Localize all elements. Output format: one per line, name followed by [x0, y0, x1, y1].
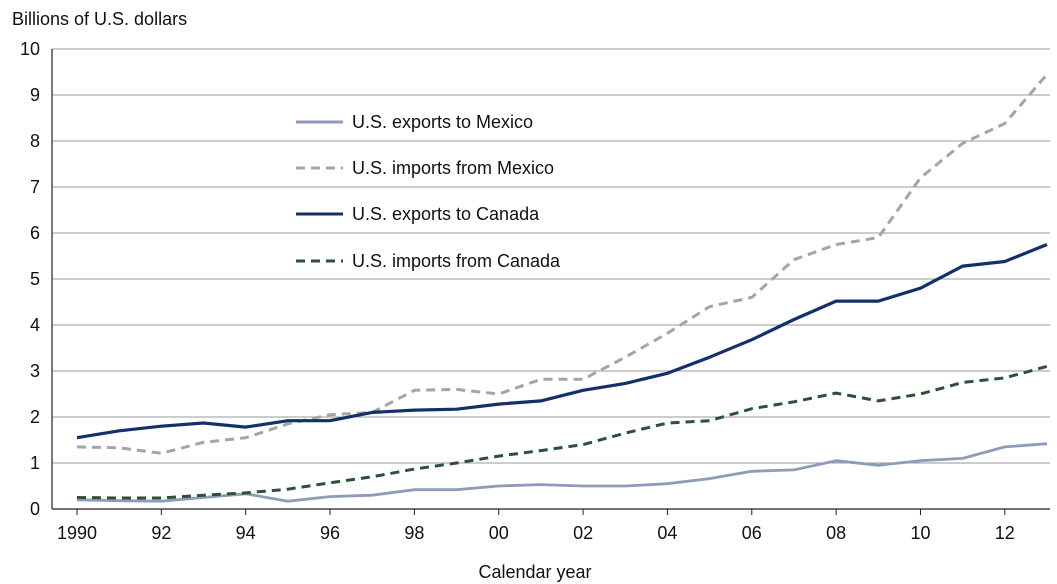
- x-tick-label: 00: [489, 523, 509, 543]
- y-tick-label: 1: [30, 453, 40, 473]
- y-tick-label: 10: [20, 39, 40, 59]
- x-axis-title: Calendar year: [478, 562, 591, 582]
- legend-label: U.S. imports from Canada: [352, 251, 561, 271]
- y-axis-title: Billions of U.S. dollars: [12, 9, 187, 29]
- x-tick-label: 08: [826, 523, 846, 543]
- y-tick-label: 7: [30, 177, 40, 197]
- y-tick-label: 8: [30, 131, 40, 151]
- x-tick-label: 94: [236, 523, 256, 543]
- x-tick-label: 96: [320, 523, 340, 543]
- series-lines: [76, 73, 1049, 503]
- legend-label: U.S. imports from Mexico: [352, 158, 554, 178]
- x-tick-label: 04: [657, 523, 677, 543]
- x-tick-label: 06: [742, 523, 762, 543]
- legend-label: U.S. exports to Canada: [352, 204, 540, 224]
- x-tick-label: 98: [404, 523, 424, 543]
- x-tick-label: 12: [995, 523, 1015, 543]
- y-tick-label: 6: [30, 223, 40, 243]
- x-tick-label: 10: [910, 523, 930, 543]
- y-tick-label: 0: [30, 499, 40, 519]
- legend-label: U.S. exports to Mexico: [352, 112, 533, 132]
- series-line-u-s-exports-to-canada: [76, 243, 1048, 440]
- y-tick-label: 4: [30, 315, 40, 335]
- gridlines: [52, 48, 1050, 464]
- x-tick-label: 1990: [57, 523, 97, 543]
- y-tick-label: 3: [30, 361, 40, 381]
- y-tick-label: 5: [30, 269, 40, 289]
- series-line-u-s-imports-from-mexico: [76, 73, 1049, 455]
- series-line-u-s-imports-from-canada: [76, 364, 1048, 500]
- x-tick-label: 02: [573, 523, 593, 543]
- y-tick-label: 9: [30, 85, 40, 105]
- legend: U.S. exports to Mexico U.S. imports from …: [296, 112, 561, 271]
- x-tick-label: 92: [151, 523, 171, 543]
- y-tick-label: 2: [30, 407, 40, 427]
- series-line-u-s-exports-to-mexico: [76, 442, 1048, 503]
